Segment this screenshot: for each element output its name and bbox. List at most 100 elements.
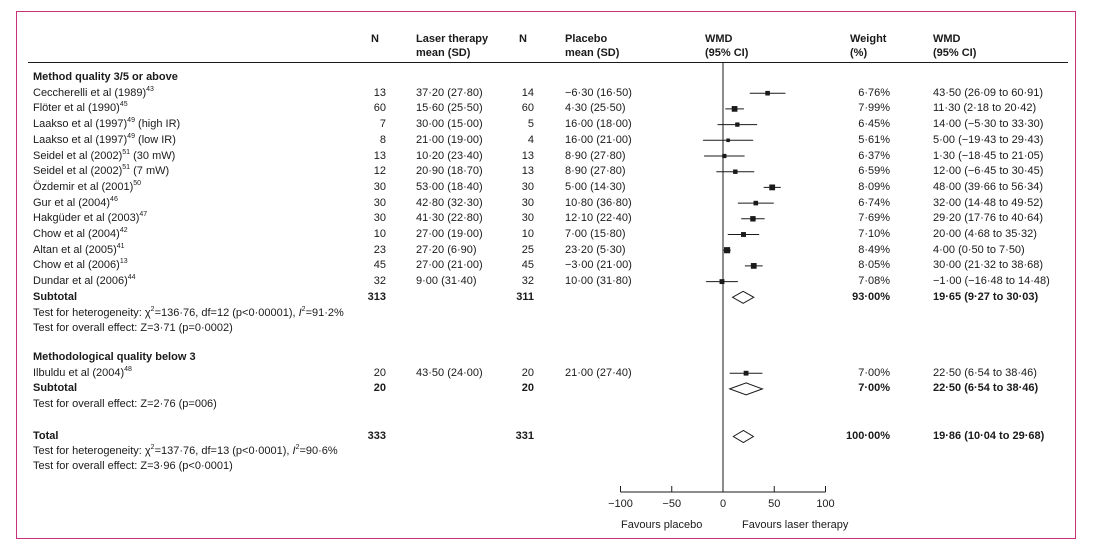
subtotal-weight: 7·00% — [858, 382, 890, 395]
weight-value: 6·37% — [858, 149, 890, 162]
placebo-mean: 4·30 (25·50) — [565, 102, 626, 115]
subtotal-n-placebo: 311 — [516, 290, 534, 303]
laser-mean: 21·00 (19·00) — [416, 133, 483, 146]
weight-value: 8·09% — [858, 180, 890, 193]
weight-value: 7·99% — [858, 102, 890, 115]
n-laser: 60 — [373, 102, 386, 115]
total-diamond — [732, 429, 755, 444]
study-name: Dundar et al (2006)44 — [33, 274, 136, 288]
weight-value: 6·76% — [858, 86, 890, 99]
total-label: Total — [33, 430, 59, 442]
laser-mean: 20·90 (18·70) — [416, 165, 483, 178]
n-placebo: 5 — [527, 118, 534, 131]
subgroup-test-note: Test for heterogeneity: χ2=136·76, df=12… — [33, 305, 344, 319]
subtotal-n-laser: 313 — [367, 290, 386, 303]
header-wmd-plot-1: WMD — [705, 33, 733, 45]
x-tick-label: −50 — [662, 498, 682, 510]
wmd-value: 1·30 (−18·45 to 21·05) — [933, 149, 1044, 162]
laser-mean: 27·20 (6·90) — [416, 243, 477, 256]
laser-mean: 27·00 (19·00) — [416, 228, 483, 240]
header-laser-1: Laser therapy — [416, 33, 489, 45]
wmd-value: 5·00 (−19·43 to 29·43) — [933, 133, 1044, 146]
n-placebo: 30 — [521, 180, 534, 193]
placebo-mean: 16·00 (21·00) — [565, 133, 632, 146]
wmd-value: 14·00 (−5·30 to 33·30) — [933, 118, 1044, 131]
placebo-mean: 23·20 (5·30) — [565, 243, 626, 256]
total-weight: 100·00% — [845, 430, 890, 442]
study-name: Seidel et al (2002)51 (30 mW) — [33, 148, 176, 162]
wmd-value: 48·00 (39·66 to 56·34) — [933, 180, 1044, 193]
placebo-mean: −3·00 (21·00) — [565, 259, 632, 272]
study-name: Özdemir et al (2001)50 — [33, 179, 142, 193]
n-laser: 45 — [373, 259, 386, 272]
placebo-mean: 8·90 (27·80) — [565, 165, 626, 178]
subtotal-wmd: 19·65 (9·27 to 30·03) — [933, 290, 1039, 303]
wmd-value: 20·00 (4·68 to 35·32) — [933, 228, 1037, 240]
point-estimate — [724, 247, 731, 254]
favours-laser-label: Favours laser therapy — [742, 519, 849, 531]
subtotal-weight: 93·00% — [852, 290, 890, 303]
n-laser: 30 — [373, 212, 386, 225]
wmd-value: 22·50 (6·54 to 38·46) — [933, 366, 1037, 379]
point-estimate — [769, 184, 776, 191]
x-tick-label: 100 — [816, 498, 835, 510]
laser-mean: 41·30 (22·80) — [416, 212, 483, 225]
total-test-note: Test for overall effect: Z=3·96 (p<0·000… — [33, 460, 233, 472]
n-placebo: 13 — [521, 165, 534, 178]
study-name: Hakgüder et al (2003)47 — [33, 211, 148, 225]
placebo-mean: 8·90 (27·80) — [565, 149, 626, 162]
point-estimate — [733, 169, 738, 174]
laser-mean: 30·00 (15·00) — [416, 118, 483, 131]
header-n-placebo: N — [519, 33, 527, 45]
wmd-value: 30·00 (21·32 to 38·68) — [933, 259, 1044, 272]
laser-mean: 43·50 (24·00) — [416, 366, 483, 379]
n-placebo: 30 — [521, 196, 534, 209]
n-laser: 13 — [373, 86, 386, 99]
placebo-mean: 12·10 (22·40) — [565, 212, 632, 225]
subgroup-test-note: Test for overall effect: Z=2·76 (p=006) — [33, 398, 217, 411]
x-tick-label: −100 — [608, 498, 633, 510]
header-rule — [28, 62, 1068, 63]
header-wmd-2: (95% CI) — [933, 47, 977, 59]
subtotal-n-placebo: 20 — [521, 382, 534, 395]
point-estimate — [741, 232, 746, 237]
study-name: Chow et al (2004)42 — [33, 227, 128, 240]
n-laser: 8 — [379, 133, 386, 146]
point-estimate — [722, 153, 727, 159]
subtotal-diamond — [731, 290, 755, 304]
study-name: Laakso et al (1997)49 (low IR) — [33, 132, 176, 146]
point-estimate — [743, 370, 749, 376]
placebo-mean: 10·00 (31·80) — [565, 275, 632, 288]
header-weight-1: Weight — [850, 33, 887, 45]
wmd-value: 32·00 (14·48 to 49·52) — [933, 196, 1044, 209]
wmd-value: 11·30 (2·18 to 20·42) — [933, 102, 1037, 115]
header-placebo-1: Placebo — [565, 33, 608, 45]
weight-value: 7·08% — [858, 275, 890, 288]
placebo-mean: 16·00 (18·00) — [565, 118, 632, 131]
n-laser: 10 — [373, 228, 386, 240]
study-name: Gur et al (2004)46 — [33, 195, 118, 209]
wmd-value: 43·50 (26·09 to 60·91) — [933, 86, 1044, 99]
subtotal-label: Subtotal — [33, 382, 77, 395]
point-estimate — [726, 138, 730, 143]
placebo-mean: −6·30 (16·50) — [565, 86, 632, 99]
subtotal-label: Subtotal — [33, 290, 77, 303]
laser-mean: 53·00 (18·40) — [416, 180, 483, 193]
header-n-laser: N — [371, 33, 379, 45]
header-laser-2: mean (SD) — [416, 47, 471, 59]
n-laser: 32 — [373, 275, 386, 288]
n-laser: 30 — [373, 180, 386, 193]
n-placebo: 20 — [521, 366, 534, 379]
group-title: Method quality 3/5 or above — [33, 71, 178, 83]
n-placebo: 30 — [521, 212, 534, 225]
laser-mean: 27·00 (21·00) — [416, 259, 483, 272]
laser-mean: 9·00 (31·40) — [416, 275, 477, 288]
subgroup-test-note: Test for overall effect: Z=3·71 (p=0·000… — [33, 322, 233, 335]
point-estimate — [750, 263, 757, 269]
n-placebo: 13 — [521, 149, 534, 162]
n-laser: 7 — [379, 118, 386, 131]
weight-value: 7·69% — [858, 212, 890, 225]
placebo-mean: 7·00 (15·80) — [565, 228, 626, 240]
weight-value: 7·10% — [858, 228, 890, 240]
